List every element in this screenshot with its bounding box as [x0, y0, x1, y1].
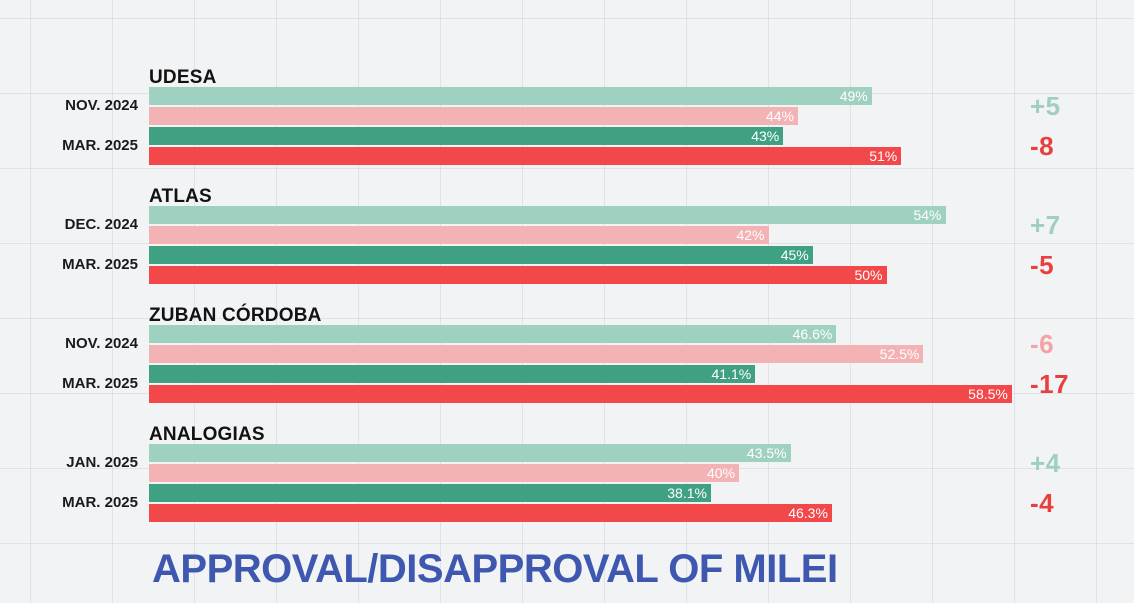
approval-value-label: 43.5%: [746, 445, 787, 461]
disapproval-bar: 50%: [149, 266, 887, 284]
disapproval-bar: 51%: [149, 147, 902, 165]
disapproval-value-label: 52.5%: [879, 346, 920, 362]
period-label: MAR. 2025: [62, 494, 138, 511]
disapproval-value-label: 46.3%: [788, 505, 828, 521]
net-change-label: -17: [1030, 369, 1070, 399]
approval-bar: 41.1%: [149, 365, 756, 383]
approval-bar: 46.6%: [149, 325, 837, 343]
approval-bar: 38.1%: [149, 484, 711, 502]
period-label: MAR. 2025: [62, 375, 138, 392]
disapproval-value-label: 58.5%: [968, 386, 1008, 402]
disapproval-bar: 46.3%: [149, 504, 832, 522]
disapproval-bar: 44%: [149, 107, 798, 125]
approval-bar: 43.5%: [149, 444, 791, 462]
net-change-label: -5: [1030, 250, 1055, 280]
disapproval-value-label: 40%: [706, 465, 735, 481]
approval-bar: 54%: [149, 206, 946, 224]
disapproval-value-label: 50%: [854, 267, 883, 283]
chart-title: APPROVAL/DISAPPROVAL OF MILEI: [152, 547, 838, 591]
pollster-title: UDESA: [149, 67, 217, 88]
approval-value-label: 49%: [839, 88, 868, 104]
net-change-label: +7: [1030, 210, 1061, 240]
approval-value-label: 45%: [780, 247, 809, 263]
pollster-title: ZUBAN CÓRDOBA: [149, 305, 322, 326]
approval-value-label: 46.6%: [792, 326, 833, 342]
period-label: JAN. 2025: [66, 454, 138, 471]
net-change-label: -6: [1030, 329, 1055, 359]
period-label: NOV. 2024: [65, 97, 138, 114]
approval-value-label: 54%: [913, 207, 942, 223]
net-change-label: -8: [1030, 131, 1055, 161]
disapproval-value-label: 42%: [736, 227, 765, 243]
pollster-title: ANALOGIAS: [149, 424, 265, 445]
approval-value-label: 41.1%: [711, 366, 752, 382]
net-change-label: -4: [1030, 488, 1055, 518]
disapproval-value-label: 44%: [765, 108, 794, 124]
period-label: MAR. 2025: [62, 256, 138, 273]
period-label: DEC. 2024: [64, 216, 138, 233]
disapproval-bar: 40%: [149, 464, 739, 482]
approval-bar: 45%: [149, 246, 813, 264]
disapproval-bar: 52.5%: [149, 345, 924, 363]
approval-bar: 49%: [149, 87, 872, 105]
period-label: NOV. 2024: [65, 335, 138, 352]
period-label: MAR. 2025: [62, 137, 138, 154]
net-change-label: +4: [1030, 448, 1061, 478]
approval-value-label: 38.1%: [667, 485, 707, 501]
net-change-label: +5: [1030, 91, 1061, 121]
disapproval-value-label: 51%: [869, 148, 898, 164]
approval-value-label: 43%: [751, 128, 780, 144]
pollster-title: ATLAS: [149, 186, 212, 207]
disapproval-bar: 58.5%: [149, 385, 1012, 403]
disapproval-bar: 42%: [149, 226, 769, 244]
approval-bar: 43%: [149, 127, 784, 145]
